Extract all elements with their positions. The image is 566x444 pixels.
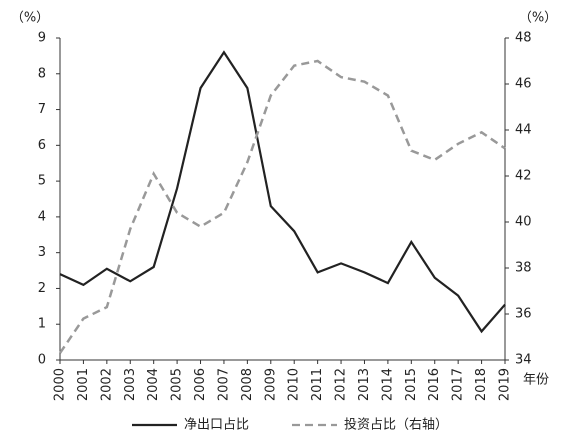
y2-tick-label: 38 bbox=[515, 261, 532, 276]
y2-tick-label: 42 bbox=[515, 169, 532, 184]
x-tick-label: 2001 bbox=[76, 368, 91, 401]
y-tick-label: 5 bbox=[38, 174, 46, 189]
x-axis-label: 年份 bbox=[523, 373, 549, 388]
series-line bbox=[59, 50, 506, 334]
x-tick-label: 2005 bbox=[170, 368, 185, 401]
y2-tick-label: 48 bbox=[515, 31, 532, 46]
x-tick-label: 2015 bbox=[404, 368, 419, 401]
x-tick-label: 2004 bbox=[146, 368, 161, 401]
y-tick-label: 1 bbox=[38, 317, 46, 332]
y-tick-label: 6 bbox=[38, 138, 46, 153]
x-tick-label: 2007 bbox=[216, 368, 231, 401]
y-tick-label: 3 bbox=[38, 245, 46, 260]
x-tick-label: 2012 bbox=[334, 368, 349, 401]
x-tick-label: 2010 bbox=[287, 368, 302, 401]
y2-unit: （%） bbox=[519, 11, 557, 26]
y-tick-label: 4 bbox=[38, 209, 46, 224]
x-tick-label: 2011 bbox=[310, 368, 325, 401]
legend-label: 投资占比（右轴） bbox=[344, 417, 448, 433]
y2-tick-label: 44 bbox=[515, 123, 532, 138]
x-tick-label: 2014 bbox=[380, 368, 395, 401]
x-tick-label: 2016 bbox=[427, 368, 442, 401]
series-line bbox=[58, 59, 506, 354]
y-tick-label: 7 bbox=[38, 102, 46, 117]
x-tick-label: 2013 bbox=[357, 368, 372, 401]
legend-label: 净出口占比 bbox=[184, 418, 249, 433]
x-tick-label: 2008 bbox=[240, 368, 255, 401]
y2-tick-label: 36 bbox=[515, 307, 532, 322]
x-tick-label: 2006 bbox=[193, 368, 208, 401]
y-tick-label: 0 bbox=[38, 353, 46, 368]
y2-tick-label: 46 bbox=[515, 77, 532, 92]
x-tick-label: 2019 bbox=[498, 368, 513, 401]
x-tick-label: 2000 bbox=[53, 368, 68, 401]
x-tick-label: 2018 bbox=[474, 368, 489, 401]
x-tick-label: 2017 bbox=[451, 368, 466, 401]
y-unit: （%） bbox=[11, 11, 49, 26]
y-tick-label: 9 bbox=[38, 31, 46, 46]
x-tick-label: 2002 bbox=[99, 368, 114, 401]
y-tick-label: 8 bbox=[38, 66, 46, 81]
x-tick-label: 2009 bbox=[263, 368, 278, 401]
y2-tick-label: 40 bbox=[515, 215, 532, 230]
x-tick-label: 2003 bbox=[123, 368, 138, 401]
y2-tick-label: 34 bbox=[515, 353, 532, 368]
y-tick-label: 2 bbox=[38, 281, 46, 296]
